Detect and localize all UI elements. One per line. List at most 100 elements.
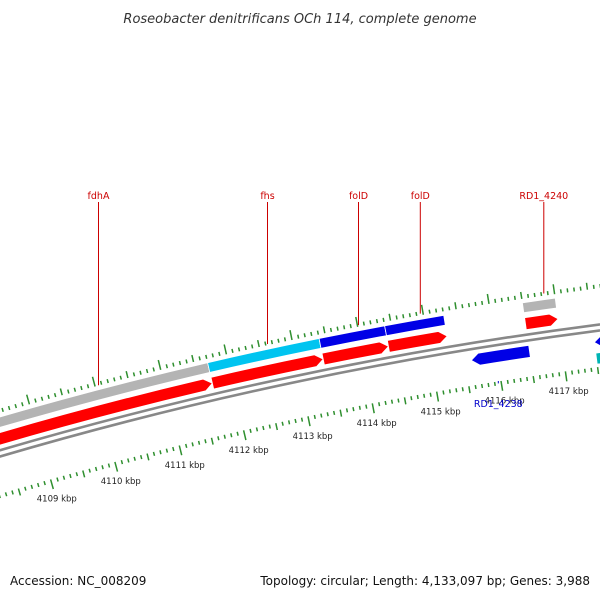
accession-text: Accession: NC_008209 [10,574,147,588]
outer-tick [25,394,31,405]
scale-tick-label: 4111 kbp [165,461,205,471]
outer-tick [34,398,37,403]
inner-tick [332,410,336,416]
outer-tick [420,304,425,315]
outer-tick [507,296,510,302]
outer-tick [283,337,287,342]
inner-tick [268,424,271,429]
inner-tick [17,488,22,496]
outer-tick [435,308,438,313]
inner-tick [468,386,471,394]
outer-tick [47,394,50,399]
outer-tick [579,286,582,291]
outer-tick [303,333,306,338]
inner-tick [217,436,220,441]
outer-tick [375,318,379,324]
outer-tick [369,320,372,325]
inner-tick [107,463,111,468]
genome-title: Roseobacter denitrificans OCh 114, compl… [123,12,476,27]
outer-tick [237,347,241,352]
inner-tick [11,490,14,495]
inner-tick [339,409,343,417]
inner-tick [390,399,394,404]
outer-tick [486,293,490,305]
inner-tick [403,397,407,405]
inner-tick [281,421,284,426]
outer-tick [198,356,201,361]
inner-tick [410,396,413,401]
inner-tick [480,383,484,389]
outer-tick [454,302,457,310]
outer-tick [40,396,44,401]
inner-tick [583,368,586,373]
outer-tick [481,300,484,306]
scale-tick-label: 4112 kbp [229,446,269,456]
outer-tick [256,339,260,348]
outer-tick [448,306,451,311]
outer-tick [1,407,4,413]
inner-tick [371,403,375,414]
scale-tick-label: 4115 kbp [421,407,461,417]
inner-tick [139,455,143,460]
inner-tick [230,433,233,438]
outer-tick [336,326,339,331]
inner-tick [62,475,66,480]
inner-tick [255,427,259,432]
outer-tick [132,372,136,377]
inner-tick [94,466,98,472]
inner-tick [127,458,130,463]
outer-tick [205,354,208,359]
gene-label: folD [349,191,368,202]
inner-tick [159,450,162,455]
inner-tick [101,465,104,470]
outer-tick [500,297,503,303]
outer-tick [223,344,228,355]
outer-tick [73,387,77,392]
inner-tick [307,416,311,427]
outer-tick [277,338,280,343]
inner-tick [4,492,8,497]
forward-cds-track [0,313,559,446]
scale-tick-label: 4114 kbp [357,419,397,429]
forward-gene-track [0,297,557,428]
inner-tick [210,437,214,445]
inner-tick [345,408,349,413]
reverse-cds-track [470,336,600,366]
outer-tick [297,334,300,339]
inner-tick [191,442,194,447]
inner-tick [24,486,27,491]
outer-tick [310,331,313,337]
inner-tick [69,473,72,479]
inner-tick [532,375,536,384]
backbone-outer-line [0,323,600,452]
inner-tick [423,393,426,398]
inner-tick [49,479,55,490]
inner-tick [545,374,548,379]
scale-tick-label: 4113 kbp [293,432,333,442]
inner-tick [326,412,329,417]
outer-tick [113,377,116,382]
outer-tick [461,304,464,309]
inner-tick [172,446,175,452]
inner-tick [429,392,432,397]
inner-tick [513,378,516,384]
gene-label: folD [411,191,430,202]
outer-tick [178,360,182,366]
outer-tick [527,293,530,298]
inner-tick [56,477,59,482]
inner-tick [538,375,541,380]
inner-tick [519,377,522,383]
outer-tick [231,348,234,353]
outer-tick [21,402,24,407]
inner-tick-ring: 4109 kbp 4110 kbp 4111 kbp 4112 kbp 4113 kbp… [0,367,600,505]
inner-tick [571,370,574,375]
inner-tick [36,482,40,488]
reverse-cds [470,344,531,366]
outer-tick [546,291,549,296]
outer-tick [244,345,247,351]
outer-tick [362,321,365,326]
inner-tick [596,367,600,375]
gene-labels: fdhA fhs folD folD RD1_4240 RD1_4238 [88,191,569,410]
inner-tick [416,394,419,400]
